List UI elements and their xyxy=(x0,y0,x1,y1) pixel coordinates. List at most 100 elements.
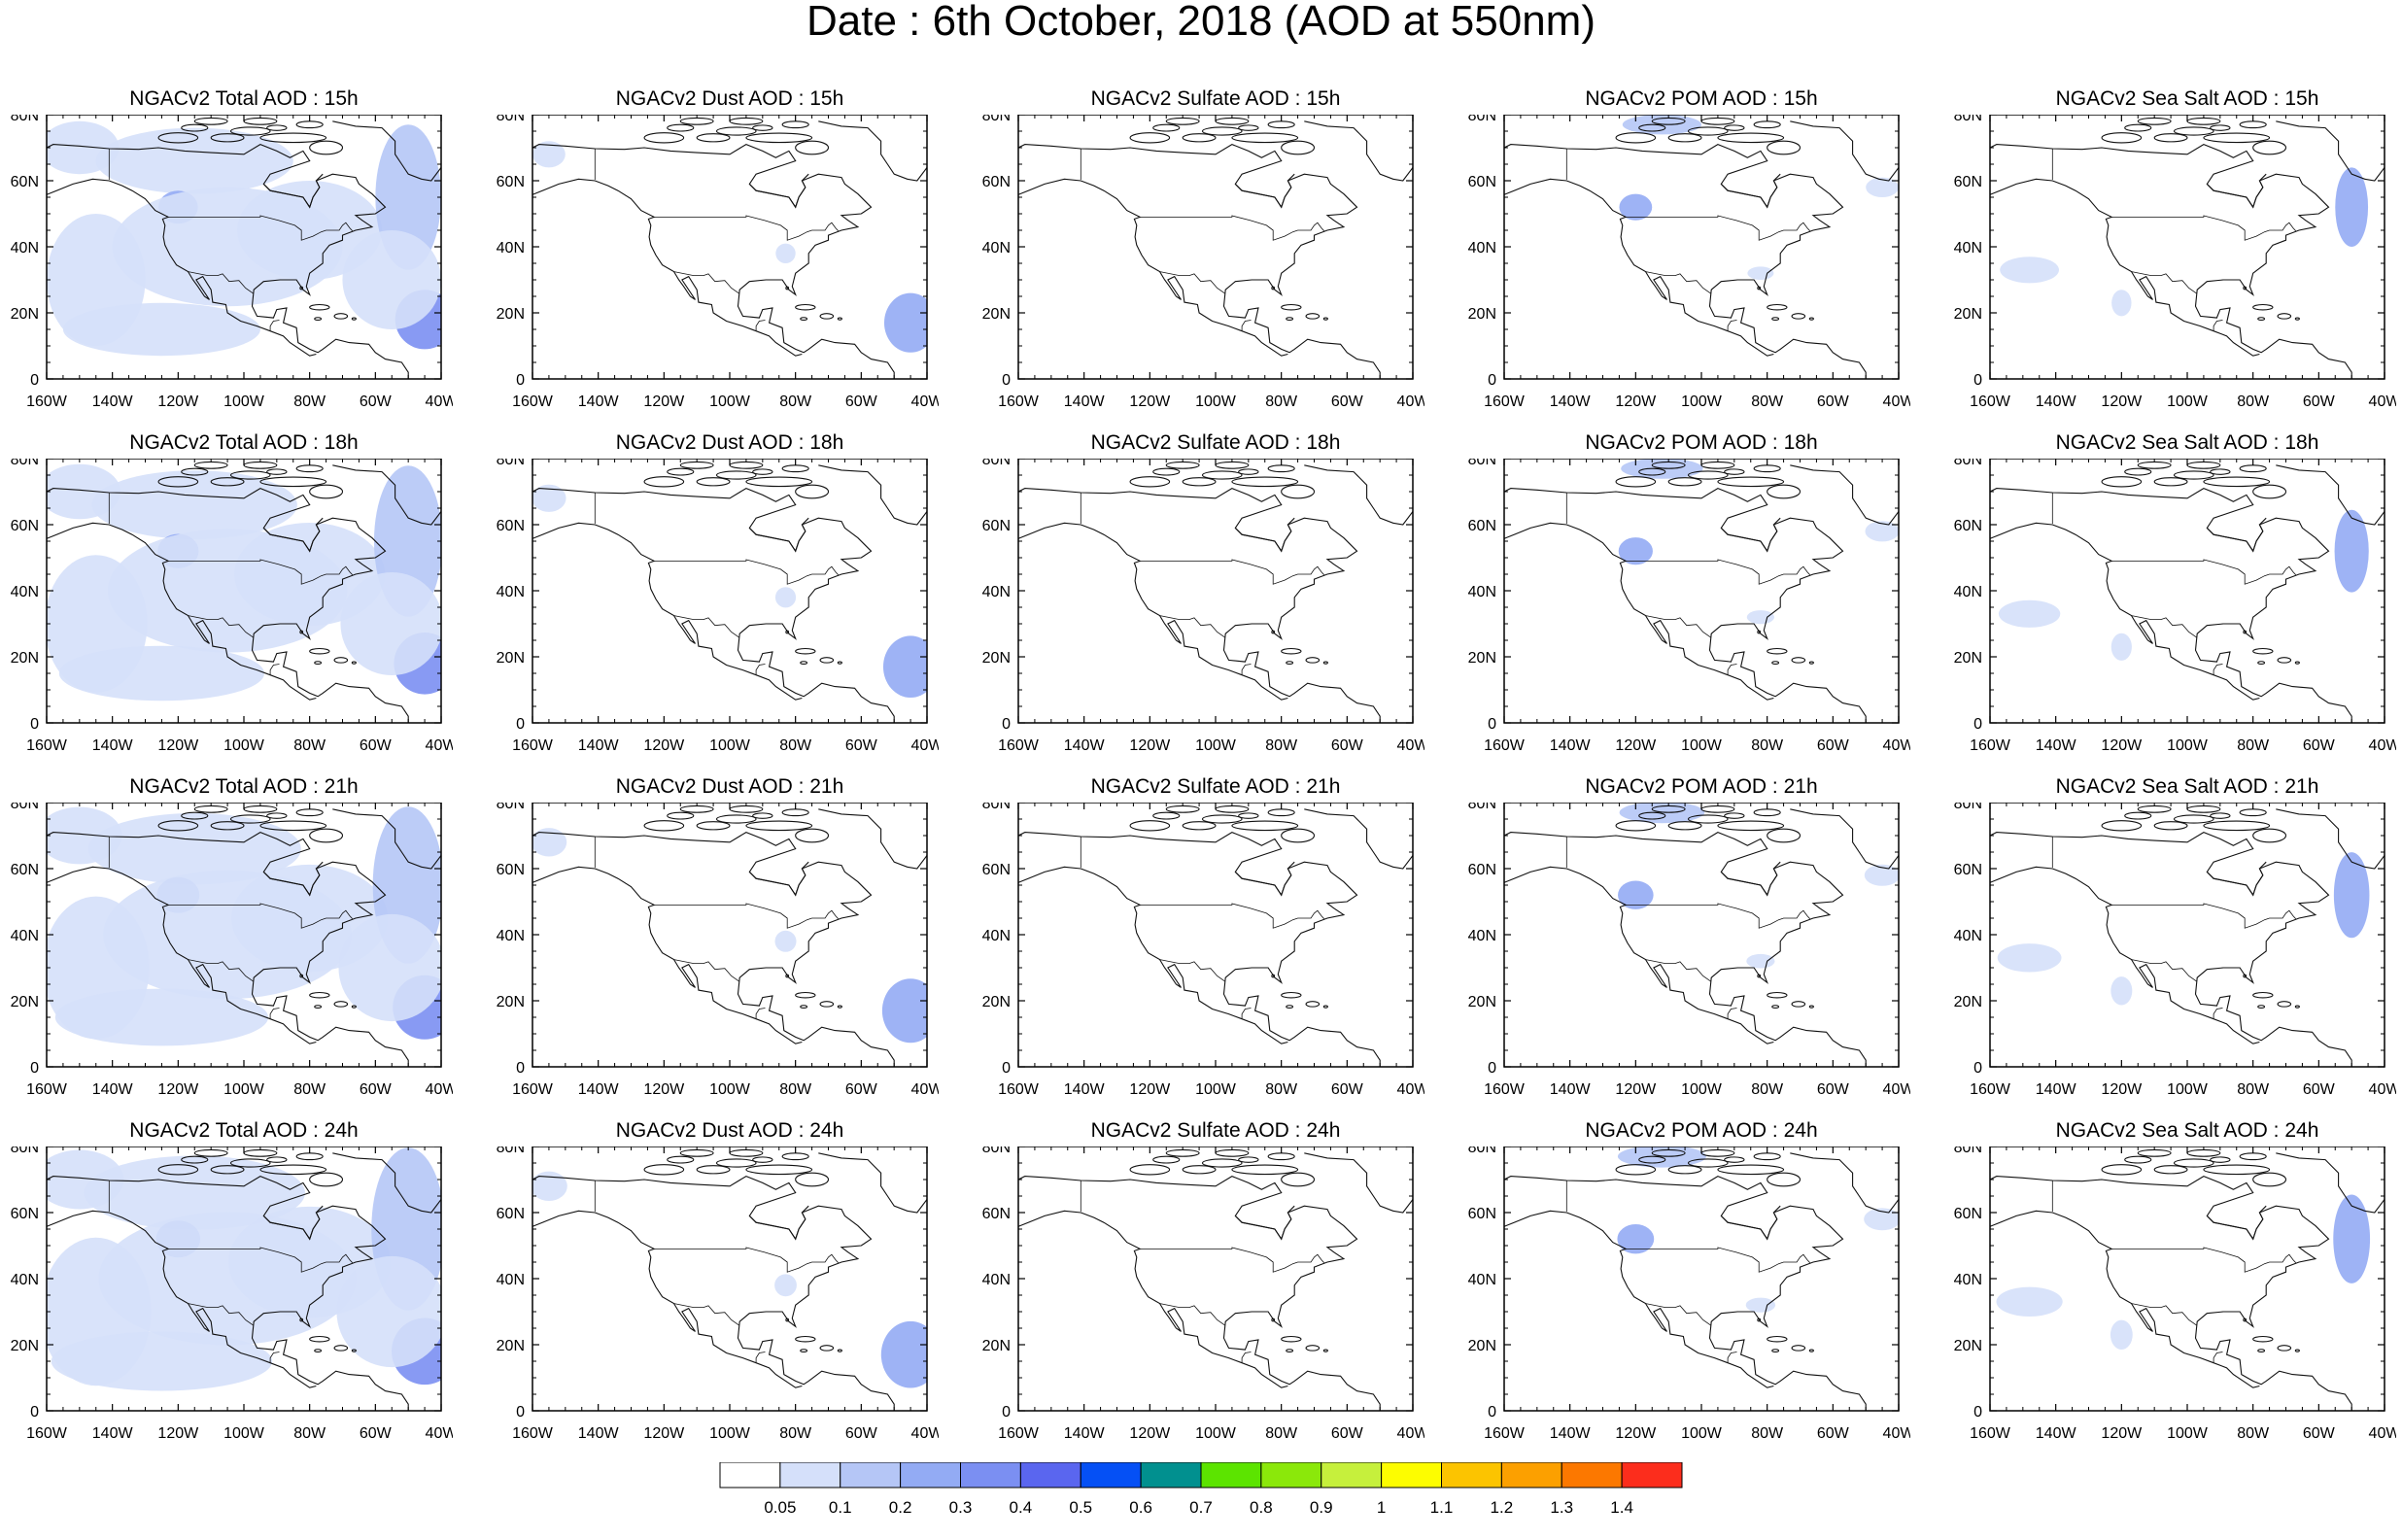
lon-tick-label: 100W xyxy=(2167,737,2209,754)
country-border xyxy=(168,903,353,929)
map-panel: 160W 140W 120W 100W 80W 60W 40W 0 20N 40N 60N 80N xyxy=(1954,1146,2396,1442)
aod-patch xyxy=(2110,976,2133,1006)
country-border xyxy=(1159,271,1225,294)
country-border xyxy=(188,271,254,294)
aod-patch xyxy=(2334,509,2369,593)
colorbar-label: 0.9 xyxy=(1310,1498,1333,1517)
colorbar-label: 1.2 xyxy=(1491,1498,1514,1517)
map-panel: 160W 140W 120W 100W 80W 60W 40W 0 20N 40N 60N 80N xyxy=(11,115,453,410)
aod-patch xyxy=(774,1274,797,1297)
lat-tick-label: 20N xyxy=(11,1338,39,1354)
lat-tick-label: 60N xyxy=(497,862,525,878)
country-border xyxy=(188,1303,254,1326)
aod-patch xyxy=(532,1171,567,1201)
colorbar-swatch xyxy=(1200,1462,1262,1489)
aod-patch xyxy=(1746,953,1775,969)
aod-patch xyxy=(62,302,260,357)
lat-tick-label: 20N xyxy=(1954,306,1982,323)
country-border xyxy=(1727,320,1737,331)
lon-tick-label: 140W xyxy=(1550,394,1592,410)
aod-patch xyxy=(342,230,441,329)
lon-tick-label: 120W xyxy=(157,1425,199,1442)
lon-tick-label: 120W xyxy=(2101,737,2143,754)
country-border xyxy=(755,1352,766,1363)
country-border xyxy=(1626,215,1810,241)
lat-tick-label: 80N xyxy=(11,1146,39,1156)
country-border xyxy=(188,959,254,982)
lon-tick-label: 60W xyxy=(1817,394,1850,410)
lon-tick-label: 80W xyxy=(2237,737,2270,754)
lat-tick-label: 20N xyxy=(982,650,1011,667)
country-border xyxy=(2111,215,2296,241)
lon-tick-label: 140W xyxy=(1064,394,1106,410)
map-panel: 160W 140W 120W 100W 80W 60W 40W 0 20N 40N 60N 80N xyxy=(982,115,1424,410)
panel-title: NGACv2 Dust AOD : 21h xyxy=(615,775,844,798)
lon-tick-label: 120W xyxy=(643,737,685,754)
colorbar-label: 0.2 xyxy=(889,1498,912,1517)
panel-title: NGACv2 Sea Salt AOD : 18h xyxy=(2055,431,2319,454)
map-panel: 160W 140W 120W 100W 80W 60W 40W 0 20N 40N 60N 80N xyxy=(497,1146,939,1442)
lat-tick-label: 60N xyxy=(497,518,525,534)
lon-tick-label: 40W xyxy=(911,1425,939,1442)
panel-title: NGACv2 Total AOD : 21h xyxy=(129,775,359,798)
lon-tick-label: 100W xyxy=(1681,737,1723,754)
map-panel: 160W 140W 120W 100W 80W 60W 40W 0 20N 40N 60N 80N xyxy=(11,459,453,754)
colorbar-swatch xyxy=(1260,1462,1322,1489)
lat-tick-label: 0 xyxy=(516,1404,525,1420)
aod-patch xyxy=(883,292,927,353)
aod-patch xyxy=(1747,266,1774,280)
aod-patch xyxy=(2333,852,2370,939)
aod-patch xyxy=(91,470,297,539)
aod-patch xyxy=(1864,1208,1899,1231)
aod-patch xyxy=(1864,864,1899,886)
lat-tick-label: 60N xyxy=(1954,1206,1982,1222)
colorbar-label: 0.05 xyxy=(764,1498,796,1517)
aod-patch xyxy=(51,1331,273,1391)
aod-patch xyxy=(774,930,797,952)
country-border xyxy=(1140,559,1324,585)
lat-tick-label: 60N xyxy=(1954,174,1982,190)
lon-tick-label: 140W xyxy=(1550,1425,1592,1442)
lon-tick-label: 60W xyxy=(845,1425,878,1442)
lat-tick-label: 0 xyxy=(1488,372,1496,389)
aod-patch xyxy=(95,127,293,194)
country-border xyxy=(1241,1352,1252,1363)
coastlines xyxy=(1504,117,1899,379)
lat-tick-label: 0 xyxy=(516,372,525,389)
coastlines xyxy=(47,117,441,379)
lat-tick-label: 0 xyxy=(1002,372,1011,389)
lon-tick-label: 80W xyxy=(1751,737,1784,754)
map-panel: 160W 140W 120W 100W 80W 60W 40W 0 20N 40N 60N 80N xyxy=(1468,115,1910,410)
lat-tick-label: 60N xyxy=(497,1206,525,1222)
panel-title: NGACv2 Total AOD : 24h xyxy=(129,1119,359,1142)
lon-tick-label: 80W xyxy=(779,394,812,410)
map-panel: 160W 140W 120W 100W 80W 60W 40W 0 20N 40N 60N 80N xyxy=(982,459,1424,754)
aod-field xyxy=(532,484,927,698)
aod-patch xyxy=(2110,1319,2133,1350)
lon-tick-label: 120W xyxy=(2101,394,2143,410)
aod-patch xyxy=(2333,1194,2371,1283)
aod-patch xyxy=(1997,943,2062,973)
lat-tick-label: 60N xyxy=(11,862,39,878)
country-border xyxy=(1626,903,1810,929)
lon-tick-label: 140W xyxy=(1064,1081,1106,1098)
lon-tick-label: 40W xyxy=(911,394,939,410)
lat-tick-label: 60N xyxy=(11,518,39,534)
lat-tick-label: 40N xyxy=(497,584,525,600)
lat-tick-label: 0 xyxy=(516,716,525,733)
coastlines xyxy=(1018,461,1413,723)
country-border xyxy=(2111,903,2296,929)
lon-tick-label: 160W xyxy=(26,737,68,754)
country-border xyxy=(2213,664,2223,675)
aod-patch xyxy=(338,913,441,1022)
aod-patch xyxy=(87,812,301,885)
lon-tick-label: 60W xyxy=(2303,737,2336,754)
colorbar-swatch xyxy=(1621,1462,1683,1489)
lon-tick-label: 60W xyxy=(360,394,393,410)
lon-tick-label: 140W xyxy=(2036,1425,2077,1442)
country-border xyxy=(673,1303,739,1326)
panel-title: NGACv2 POM AOD : 21h xyxy=(1585,775,1818,798)
lon-tick-label: 160W xyxy=(512,737,554,754)
map-panel: 160W 140W 120W 100W 80W 60W 40W 0 20N 40N 60N 80N xyxy=(497,115,939,410)
coastlines xyxy=(1504,804,1899,1067)
